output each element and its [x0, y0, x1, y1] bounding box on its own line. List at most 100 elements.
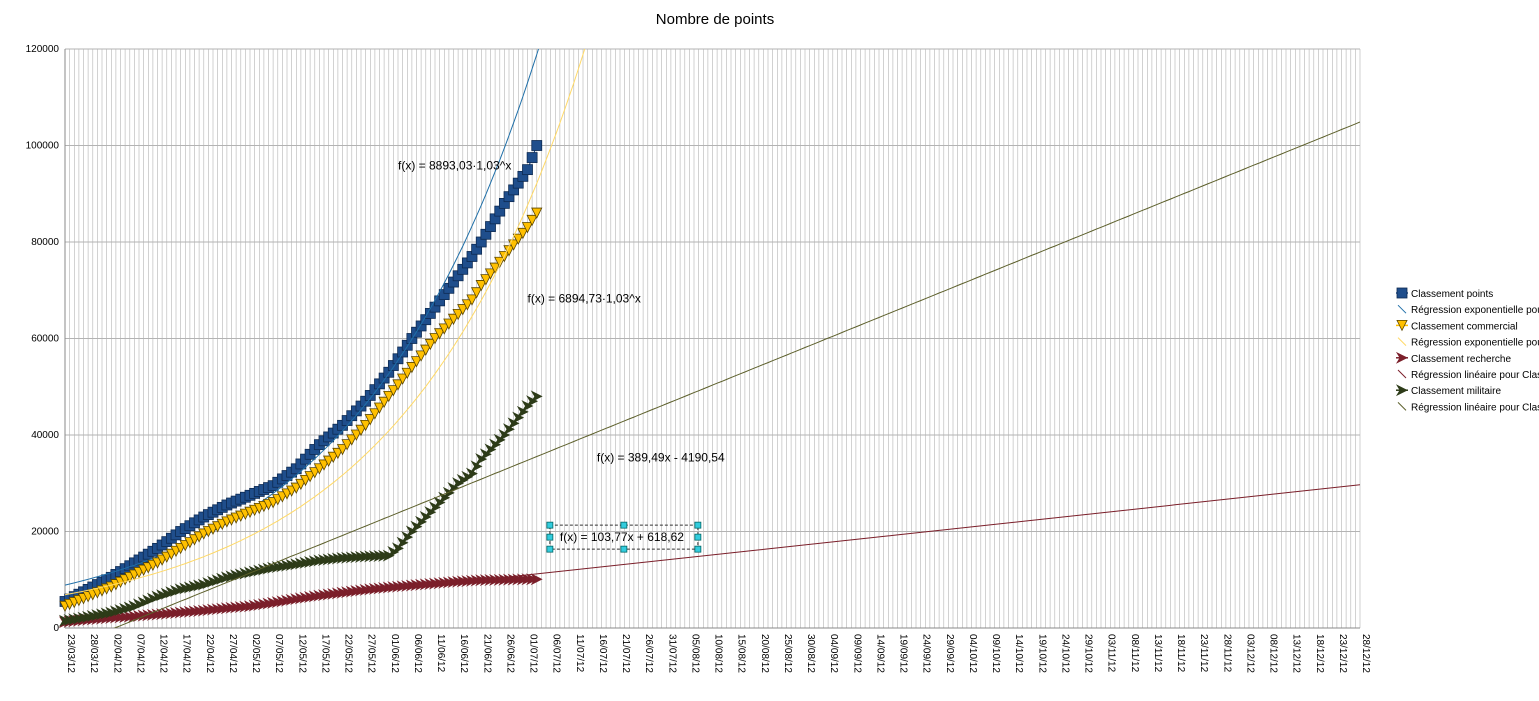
- legend-label: Régression linéaire pour Classement rech…: [1411, 370, 1539, 381]
- selection-handle: [620, 545, 628, 553]
- x-tick-label: 01/06/12: [389, 634, 400, 673]
- data-point: [165, 586, 178, 599]
- x-tick-label: 08/11/12: [1129, 634, 1140, 673]
- trend-line: [65, 49, 586, 596]
- data-point: [202, 577, 215, 590]
- legend-swatch: [1397, 402, 1407, 411]
- y-tick-label: 0: [53, 623, 59, 634]
- data-point: [526, 152, 538, 163]
- data-point: [179, 582, 192, 595]
- legend-label: Classement commercial: [1411, 321, 1518, 332]
- axes: 0 20000 40000 60000 80000 100000 120000 23/03/1…: [26, 44, 1371, 673]
- data-point: [91, 609, 104, 622]
- x-tick-label: 04/09/12: [828, 634, 839, 673]
- data-point: [531, 207, 543, 219]
- x-tick-label: 10/08/12: [713, 634, 724, 673]
- data-point: [443, 318, 455, 330]
- x-tick-label: 13/11/12: [1152, 634, 1163, 673]
- data-point: [369, 408, 381, 420]
- y-tick-label: 120000: [26, 44, 60, 55]
- data-point: [466, 294, 478, 306]
- data-point: [123, 601, 136, 614]
- data-point: [452, 308, 464, 321]
- legend-swatch: [1397, 369, 1407, 379]
- data-point: [517, 227, 529, 240]
- data-point: [206, 575, 219, 588]
- data-point: [119, 602, 132, 615]
- legend-swatch: [1397, 304, 1407, 314]
- data-point: [220, 571, 233, 584]
- data-point: [387, 385, 400, 397]
- x-tick-label: 21/06/12: [481, 634, 492, 673]
- series-2: [59, 207, 543, 613]
- data-point: [383, 391, 395, 403]
- y-tick-label: 100000: [26, 141, 60, 152]
- x-tick-label: 30/08/12: [805, 634, 816, 673]
- data-point: [522, 164, 533, 176]
- x-tick-label: 11/07/12: [574, 634, 585, 673]
- legend-item: Régression exponentielle pour Classement…: [1397, 337, 1539, 349]
- data-point: [429, 333, 441, 345]
- grid: [64, 48, 1361, 629]
- equation-label: f(x) = 6894,73·1,03^x: [528, 291, 641, 305]
- data-point: [406, 362, 418, 374]
- data-point: [257, 563, 270, 576]
- data-point: [100, 607, 113, 620]
- selection-handle: [694, 521, 702, 529]
- data-point: [530, 573, 543, 586]
- trend-line: [65, 484, 1360, 626]
- data-point: [392, 379, 404, 391]
- trend-line: [65, 49, 540, 586]
- series-1: [65, 49, 540, 586]
- data-point: [355, 424, 367, 437]
- data-point: [137, 596, 150, 609]
- data-point: [336, 444, 349, 456]
- legend-label: Classement recherche: [1411, 354, 1511, 365]
- y-tick-label: 60000: [31, 334, 59, 345]
- data-point: [521, 222, 534, 234]
- x-tick-label: 18/12/12: [1314, 634, 1325, 673]
- data-point: [465, 467, 478, 480]
- x-tick-label: 14/10/12: [1013, 634, 1024, 673]
- selection-handle: [546, 533, 554, 541]
- x-tick-label: 12/05/12: [296, 634, 307, 673]
- y-tick-label: 20000: [31, 527, 59, 538]
- x-tick-label: 16/07/12: [597, 634, 608, 673]
- data-point: [234, 568, 247, 581]
- legend-label: Classement points: [1411, 289, 1493, 300]
- data-point: [475, 280, 487, 292]
- x-tick-label: 09/09/12: [851, 634, 862, 673]
- y-tick-label: 80000: [31, 237, 59, 248]
- data-point: [211, 574, 224, 587]
- legend-item: Classement recherche: [1395, 351, 1511, 365]
- data-point: [410, 356, 423, 368]
- data-point: [350, 429, 363, 441]
- legend-label: Régression linéaire pour Classement mili…: [1411, 402, 1539, 413]
- x-tick-label: 24/09/12: [921, 634, 932, 673]
- data-point: [480, 274, 492, 286]
- data-point: [396, 373, 409, 385]
- x-tick-label: 23/11/12: [1198, 634, 1209, 673]
- data-point: [188, 580, 201, 593]
- data-point: [438, 323, 450, 335]
- x-tick-label: 16/06/12: [458, 634, 469, 673]
- x-tick-label: 12/04/12: [158, 634, 169, 673]
- x-tick-label: 22/05/12: [343, 634, 354, 673]
- series-layer: [58, 49, 1360, 629]
- selection-handle: [694, 545, 702, 553]
- x-tick-label: 03/11/12: [1106, 634, 1117, 673]
- data-point: [1395, 351, 1408, 364]
- selection-handle: [546, 521, 554, 529]
- data-point: [183, 581, 196, 594]
- equation-label: f(x) = 8893,03·1,03^x: [398, 159, 511, 173]
- x-tick-label: 04/10/12: [967, 634, 978, 673]
- x-tick-label: 23/03/12: [65, 634, 76, 673]
- data-point: [95, 608, 108, 621]
- x-tick-label: 08/12/12: [1268, 634, 1279, 673]
- y-tick-label: 40000: [31, 430, 59, 441]
- equation-label: f(x) = 389,49x - 4190,54: [597, 451, 725, 465]
- annotations: f(x) = 8893,03·1,03^x f(x) = 6894,73·1,03…: [398, 159, 725, 553]
- legend: Classement points Régression exponentiell…: [1395, 287, 1539, 413]
- data-point: [364, 414, 376, 426]
